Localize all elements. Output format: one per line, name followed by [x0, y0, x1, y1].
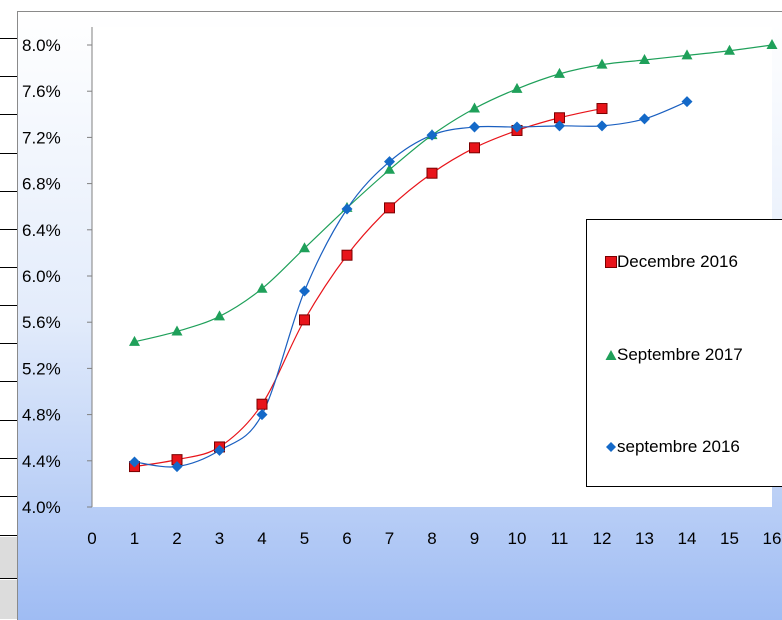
data-point-triangle — [681, 49, 693, 60]
data-point-diamond — [639, 113, 650, 125]
x-tick-label: 14 — [678, 529, 697, 548]
x-tick-label: 1 — [130, 529, 139, 548]
row-divider — [0, 38, 24, 39]
data-point-triangle — [639, 54, 650, 65]
data-point-diamond — [171, 461, 183, 473]
row-divider — [0, 458, 24, 459]
row-divider — [0, 496, 24, 497]
row-divider — [0, 76, 24, 77]
legend-marker-triangle — [605, 350, 617, 360]
data-point-triangle — [554, 67, 565, 78]
x-tick-label: 7 — [385, 529, 394, 548]
data-point-square — [426, 167, 438, 179]
y-tick-label: 8.0% — [22, 36, 61, 55]
x-tick-label: 9 — [470, 529, 479, 548]
legend-marker-diamond — [606, 442, 616, 452]
spreadsheet-cell — [0, 537, 18, 578]
x-tick-label: 16 — [763, 529, 782, 548]
data-point-triangle — [214, 310, 225, 321]
data-point-triangle — [766, 39, 778, 49]
row-divider — [0, 578, 24, 579]
row-divider — [0, 420, 24, 421]
legend-label: Septembre 2017 — [617, 345, 743, 364]
legend-item-septembre-2017: Septembre 2017 — [605, 344, 743, 366]
row-divider — [0, 114, 24, 115]
data-point-diamond — [129, 456, 140, 468]
data-point-diamond — [341, 203, 353, 215]
row-divider — [0, 191, 24, 192]
data-point-triangle — [299, 242, 310, 253]
row-divider — [0, 535, 24, 536]
x-tick-label: 12 — [593, 529, 612, 548]
data-point-square — [256, 398, 268, 410]
y-tick-label: 7.2% — [22, 128, 61, 147]
spreadsheet-cell — [0, 580, 18, 619]
row-divider — [0, 153, 24, 154]
x-tick-label: 5 — [300, 529, 309, 548]
data-point-diamond — [469, 121, 480, 133]
data-point-triangle — [171, 325, 183, 336]
data-point-triangle — [256, 282, 268, 293]
data-point-diamond — [554, 120, 565, 132]
data-point-diamond — [214, 444, 225, 456]
data-point-square — [596, 103, 608, 115]
data-point-triangle — [469, 102, 480, 113]
data-point-square — [299, 314, 310, 326]
x-tick-label: 3 — [215, 529, 224, 548]
chart-area[interactable]: 4.0% 4.4% 4.8% 5.2% 5.6% 6.0% 6.4% 6.8% 7.2% 7.6%… — [17, 11, 782, 620]
data-point-square — [469, 142, 480, 154]
y-tick-label: 5.2% — [22, 359, 61, 378]
x-tick-label: 13 — [635, 529, 654, 548]
data-point-diamond — [384, 156, 395, 168]
data-point-triangle — [511, 82, 523, 93]
data-point-diamond — [256, 409, 268, 421]
x-tick-label: 6 — [342, 529, 351, 548]
legend-label: septembre 2016 — [617, 437, 740, 456]
data-point-square — [384, 202, 395, 214]
y-tick-label: 4.4% — [22, 452, 61, 471]
row-divider — [0, 343, 24, 344]
x-tick-label: 15 — [720, 529, 739, 548]
row-divider — [0, 305, 24, 306]
y-tick-label: 7.6% — [22, 82, 61, 101]
y-tick-label: 6.4% — [22, 221, 61, 240]
series-markers — [129, 39, 778, 473]
legend-label: Decembre 2016 — [617, 252, 738, 271]
y-tick-label: 4.8% — [22, 406, 61, 425]
y-tick-label: 5.6% — [22, 313, 61, 332]
legend-marker-square — [605, 256, 617, 268]
data-point-diamond — [596, 120, 608, 132]
x-tick-label: 11 — [551, 529, 569, 548]
data-point-triangle — [596, 58, 608, 69]
data-point-diamond — [511, 121, 523, 133]
y-axis-ticks: 4.0% 4.4% 4.8% 5.2% 5.6% 6.0% 6.4% 6.8% 7.2% 7.6%… — [22, 36, 92, 517]
y-tick-label: 6.0% — [22, 267, 61, 286]
y-tick-label: 4.0% — [22, 498, 61, 517]
data-point-triangle — [724, 44, 735, 55]
x-tick-label: 0 — [87, 529, 96, 548]
data-point-diamond — [426, 129, 438, 141]
data-point-triangle — [129, 335, 140, 346]
data-point-triangle — [384, 163, 395, 174]
x-tick-label: 2 — [172, 529, 181, 548]
data-point-square — [341, 249, 353, 261]
data-point-diamond — [299, 285, 310, 297]
chart-legend: Decembre 2016 Septembre 2017 septembre 2… — [586, 219, 782, 487]
y-tick-label: 6.8% — [22, 175, 61, 194]
x-tick-label: 8 — [427, 529, 436, 548]
x-tick-label: 4 — [257, 529, 266, 548]
row-divider — [0, 267, 24, 268]
data-point-diamond — [681, 96, 693, 108]
legend-item-decembre-2016: Decembre 2016 — [605, 251, 738, 273]
row-divider — [0, 381, 24, 382]
series-line-1 — [134, 44, 773, 343]
legend-item-septembre-2016: septembre 2016 — [605, 436, 740, 458]
x-axis-ticks: 0 1 2 3 4 5 6 7 8 9 10 11 12 13 14 15 16 — [87, 529, 781, 548]
row-divider — [0, 229, 24, 230]
x-tick-label: 10 — [508, 529, 527, 548]
